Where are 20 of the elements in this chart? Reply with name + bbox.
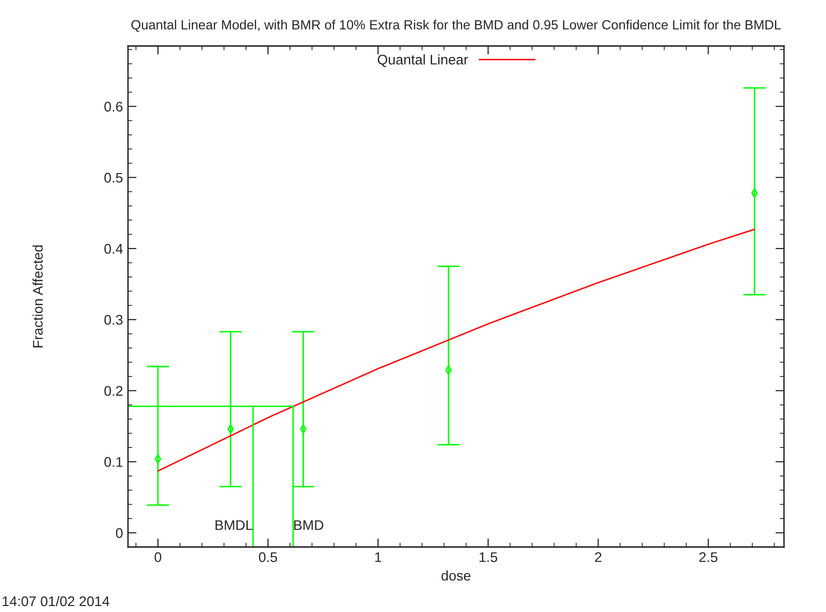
chart-title: Quantal Linear Model, with BMR of 10% Extra Risk for the BMD and 0.95 Lower Confidence Limit for the BMDL (131, 20, 781, 32)
legend-label: Quantal Linear (378, 54, 468, 68)
annotation: BMDL (216, 520, 253, 530)
x-tick-label: 0 (154, 552, 162, 562)
y-tick-label: 0.3 (104, 314, 123, 325)
text: 14:07 01/02 2014 (2, 596, 110, 606)
x-tick-label: 1 (375, 552, 382, 562)
y-axis-title: Fraction Affected (32, 245, 43, 348)
y-tick-label: 0.6 (104, 102, 123, 112)
x-tick-label: 2 (595, 552, 602, 562)
y-tick-label: 0.1 (104, 457, 122, 467)
annotation: BMD (294, 520, 324, 530)
x-tick-label: 0.5 (258, 552, 278, 562)
y-tick-label: 0.4 (104, 244, 123, 254)
x-tick-label: 2.5 (699, 552, 718, 562)
x-tick-label: 1.5 (480, 552, 498, 562)
y-tick-label: 0.5 (104, 172, 123, 183)
y-tick-label: 0.2 (104, 386, 122, 396)
y-tick-label: 0 (116, 528, 123, 538)
x-axis-title: dose (442, 570, 470, 581)
